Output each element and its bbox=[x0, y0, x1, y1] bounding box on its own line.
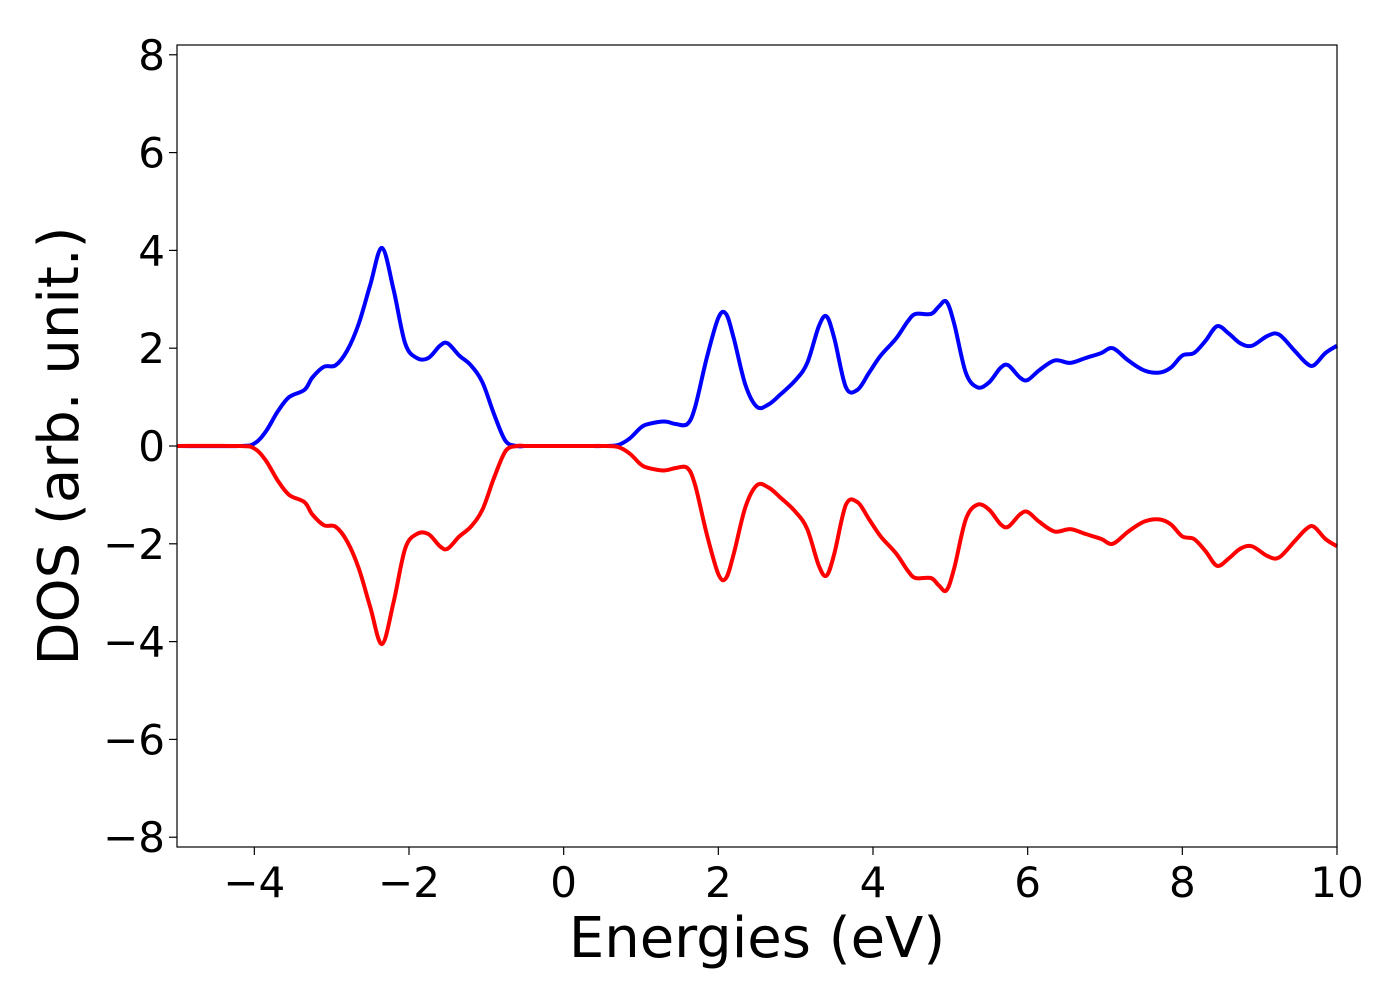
y-axis: 8 6 4 2 0 −2 −4 −6 −8 bbox=[103, 31, 177, 862]
y-tick-label: 4 bbox=[138, 226, 165, 275]
spin-up-series-line bbox=[176, 245, 1339, 449]
y-tick-label: −2 bbox=[103, 520, 165, 569]
plot-frame bbox=[176, 44, 1338, 848]
x-tick-label: 8 bbox=[1169, 858, 1196, 907]
y-tick-label: −4 bbox=[103, 618, 165, 667]
x-tick-label: 6 bbox=[1014, 858, 1041, 907]
y-axis-title: DOS (arb. unit.) bbox=[27, 226, 92, 665]
x-tick-label: −4 bbox=[223, 858, 285, 907]
y-tick-label: −8 bbox=[103, 813, 165, 862]
y-tick-label: 8 bbox=[138, 31, 165, 80]
x-tick-label: 10 bbox=[1310, 858, 1363, 907]
x-tick-label: 0 bbox=[550, 858, 577, 907]
x-axis-title: Energies (eV) bbox=[569, 906, 945, 971]
y-tick-label: 0 bbox=[138, 422, 165, 471]
x-axis: −4 −2 0 2 4 6 8 10 bbox=[223, 847, 1364, 907]
y-tick-label: −6 bbox=[103, 715, 165, 764]
y-tick-label: 2 bbox=[138, 324, 165, 373]
y-tick-label: 6 bbox=[138, 129, 165, 178]
x-tick-label: −2 bbox=[378, 858, 440, 907]
x-tick-label: 4 bbox=[860, 858, 887, 907]
series-layer bbox=[176, 245, 1339, 647]
x-tick-label: 2 bbox=[705, 858, 732, 907]
spin-down-series-line bbox=[176, 443, 1339, 647]
